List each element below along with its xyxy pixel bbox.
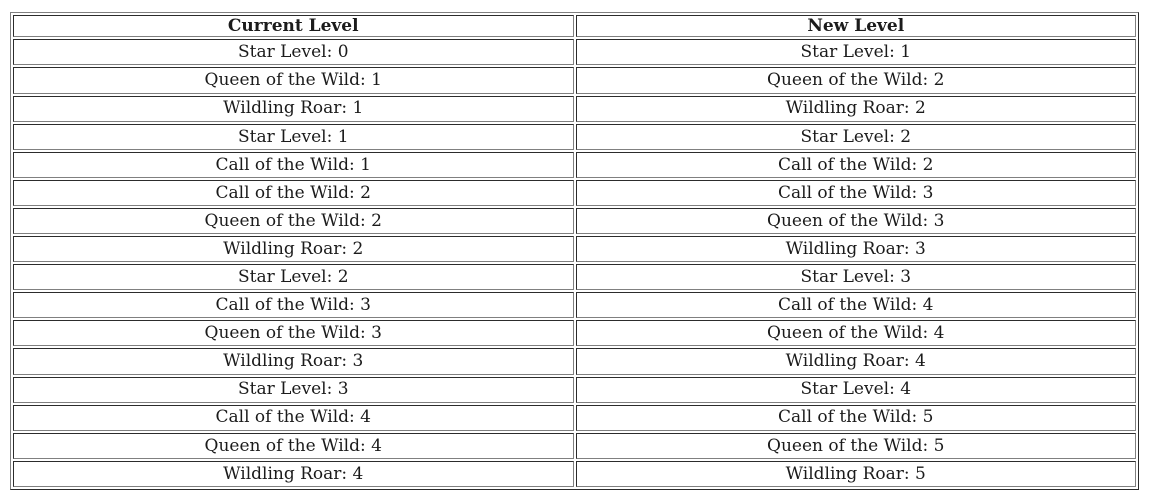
- table-row: Call of the Wild: 4 Call of the Wild: 5: [13, 404, 1136, 431]
- table-cell: Queen of the Wild: 2: [575, 67, 1136, 94]
- table-cell: Star Level: 1: [575, 39, 1136, 66]
- table-cell: Star Level: 3: [13, 376, 574, 403]
- table-cell: Wildling Roar: 3: [13, 348, 574, 375]
- table-cell: Call of the Wild: 4: [575, 292, 1136, 319]
- table-header-row: Current Level New Level: [13, 15, 1136, 38]
- table-cell: Queen of the Wild: 3: [13, 320, 574, 347]
- table-cell: Call of the Wild: 5: [575, 404, 1136, 431]
- table-cell: Wildling Roar: 3: [575, 236, 1136, 263]
- table-row: Queen of the Wild: 2 Queen of the Wild: 3: [13, 207, 1136, 235]
- table-row: Wildling Roar: 2 Wildling Roar: 3: [13, 236, 1136, 263]
- table-cell: Wildling Roar: 4: [13, 460, 574, 487]
- table-cell: Queen of the Wild: 1: [13, 67, 574, 94]
- table-cell: Call of the Wild: 2: [575, 151, 1136, 178]
- table-cell: Star Level: 2: [575, 123, 1136, 150]
- table-row: Queen of the Wild: 4 Queen of the Wild: 5: [13, 432, 1136, 459]
- table-cell: Star Level: 2: [13, 264, 574, 291]
- table-row: Queen of the Wild: 3 Queen of the Wild: 4: [13, 320, 1136, 347]
- table-cell: Call of the Wild: 1: [13, 151, 574, 178]
- table-cell: Wildling Roar: 4: [575, 348, 1136, 375]
- table-cell: Queen of the Wild: 4: [13, 432, 574, 459]
- table-row: Star Level: 2 Star Level: 3: [13, 264, 1136, 291]
- table-row: Star Level: 1 Star Level: 2: [13, 123, 1136, 150]
- table-row: Wildling Roar: 4 Wildling Roar: 5: [13, 460, 1136, 487]
- column-header-current-level: Current Level: [13, 15, 574, 38]
- table-cell: Queen of the Wild: 3: [575, 207, 1136, 235]
- table-cell: Queen of the Wild: 2: [13, 207, 574, 235]
- table-cell: Call of the Wild: 3: [575, 179, 1136, 206]
- table-cell: Call of the Wild: 3: [13, 292, 574, 319]
- table-cell: Call of the Wild: 4: [13, 404, 574, 431]
- table-row: Wildling Roar: 3 Wildling Roar: 4: [13, 348, 1136, 375]
- table-cell: Star Level: 0: [13, 39, 574, 66]
- table-cell: Wildling Roar: 2: [575, 95, 1136, 122]
- column-header-new-level: New Level: [575, 15, 1136, 38]
- table-cell: Star Level: 3: [575, 264, 1136, 291]
- table-row: Call of the Wild: 1 Call of the Wild: 2: [13, 151, 1136, 178]
- table-cell: Star Level: 1: [13, 123, 574, 150]
- table-cell: Call of the Wild: 2: [13, 179, 574, 206]
- table-row: Call of the Wild: 3 Call of the Wild: 4: [13, 292, 1136, 319]
- level-upgrade-table: Current Level New Level Star Level: 0 Sta…: [10, 12, 1139, 490]
- table-cell: Queen of the Wild: 4: [575, 320, 1136, 347]
- table-row: Queen of the Wild: 1 Queen of the Wild: 2: [13, 67, 1136, 94]
- table-row: Star Level: 0 Star Level: 1: [13, 39, 1136, 66]
- table-cell: Queen of the Wild: 5: [575, 432, 1136, 459]
- table-body: Star Level: 0 Star Level: 1 Queen of the W…: [13, 39, 1136, 487]
- table-cell: Wildling Roar: 1: [13, 95, 574, 122]
- table-row: Call of the Wild: 2 Call of the Wild: 3: [13, 179, 1136, 206]
- table-row: Star Level: 3 Star Level: 4: [13, 376, 1136, 403]
- table-cell: Star Level: 4: [575, 376, 1136, 403]
- table-cell: Wildling Roar: 2: [13, 236, 574, 263]
- table-cell: Wildling Roar: 5: [575, 460, 1136, 487]
- table-row: Wildling Roar: 1 Wildling Roar: 2: [13, 95, 1136, 122]
